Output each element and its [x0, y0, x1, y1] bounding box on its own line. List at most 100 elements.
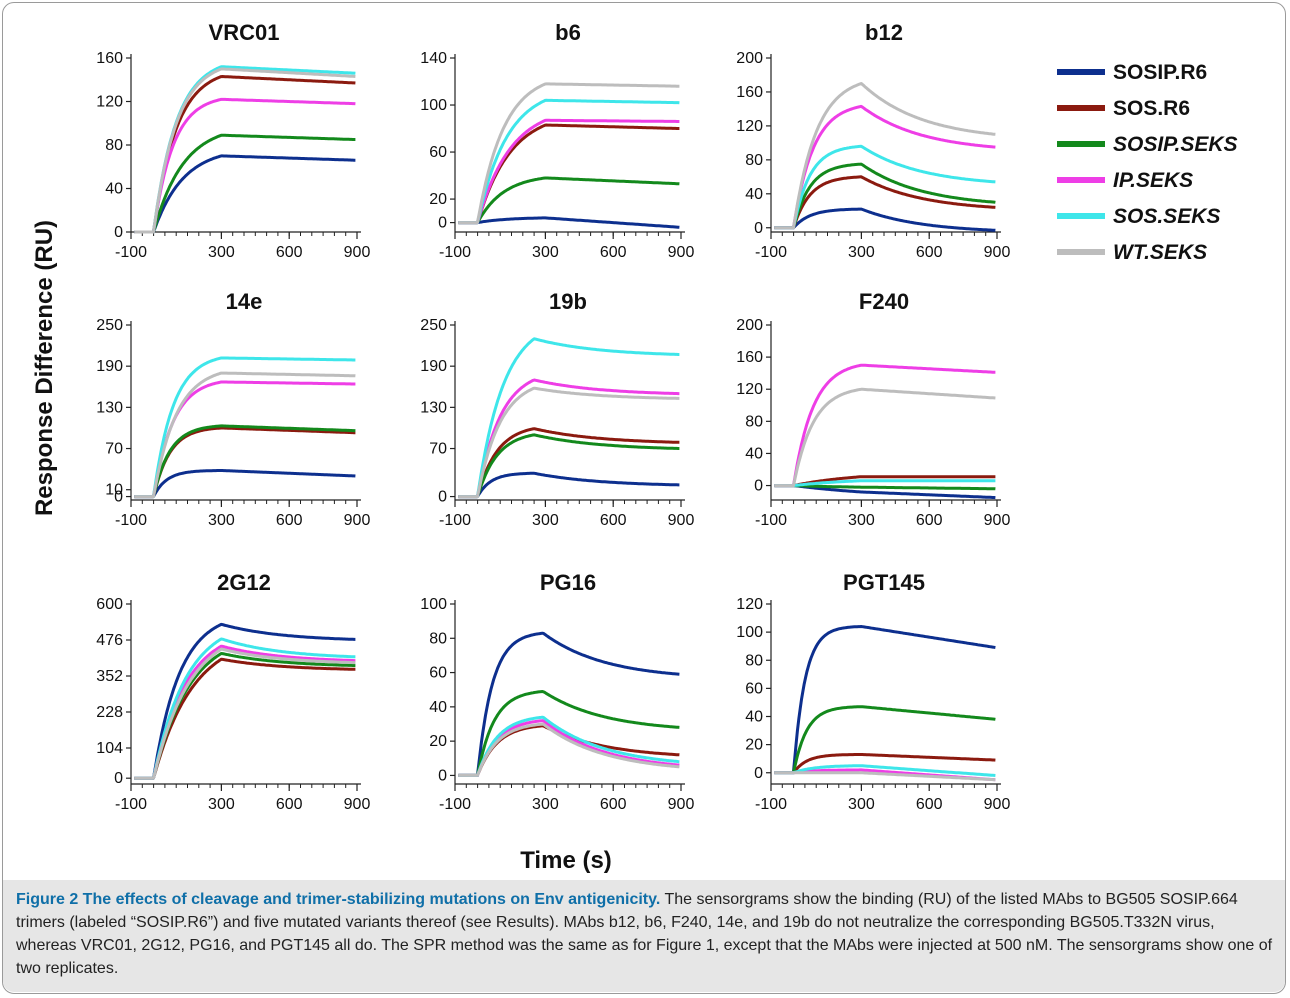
figure-caption: Figure 2 The effects of cleavage and tri…	[16, 888, 1274, 980]
y-tick-label: 120	[96, 94, 123, 111]
x-tick-label: 600	[276, 244, 303, 261]
legend-item: SOSIP.R6	[1057, 61, 1207, 84]
series-sos-seks	[458, 337, 680, 499]
series-sosip-r6	[774, 207, 996, 232]
y-tick-label: 100	[420, 596, 447, 613]
series-wt-seks	[774, 771, 996, 782]
y-tick-label: 0	[754, 220, 763, 237]
y-tick-label: 20	[745, 737, 763, 754]
series-sos-seks	[774, 479, 996, 488]
panel-2g12: 2G12 -100 300 600 900 0 104 228 352 476 600	[96, 570, 370, 813]
caption-band	[3, 880, 1285, 992]
legend-label: SOSIP.SEKS	[1113, 133, 1238, 156]
x-tick-label: 900	[344, 512, 371, 529]
series-sosip-seks	[774, 162, 996, 230]
panel-pgt145: PGT145 -100 300 600 900 0 20 40 60 80 100 120	[736, 570, 1010, 813]
y-tick-label: 100	[736, 624, 763, 641]
y-tick-label: 0	[754, 478, 763, 495]
y-tick-label: 600	[96, 596, 123, 613]
x-tick-label: -100	[755, 244, 787, 261]
y-tick-label: 140	[420, 50, 447, 67]
series-sosip-r6	[774, 625, 996, 775]
y-tick-label: 352	[96, 668, 123, 685]
series-sos-seks	[134, 637, 356, 780]
y-tick-label: 70	[105, 441, 123, 458]
x-tick-label: 300	[532, 512, 559, 529]
x-tick-label: 600	[600, 796, 627, 813]
y-tick-label: 160	[96, 50, 123, 67]
legend-label: SOS.R6	[1113, 97, 1190, 120]
y-tick-label: 0	[754, 765, 763, 782]
series-sosip-seks	[458, 433, 680, 499]
legend-item: WT.SEKS	[1057, 241, 1207, 264]
x-tick-label: 300	[208, 512, 235, 529]
x-tick-label: 600	[916, 796, 943, 813]
y-tick-label: 200	[736, 50, 763, 67]
y-tick-label: 190	[96, 358, 123, 375]
x-axis-label: Time (s)	[520, 847, 612, 874]
y-tick-label: 120	[736, 381, 763, 398]
panel-title: 19b	[549, 289, 587, 314]
series-ip-seks	[774, 363, 996, 488]
y-tick-label: 130	[96, 399, 123, 416]
panel-title: F240	[859, 289, 909, 314]
legend-item: IP.SEKS	[1057, 169, 1193, 192]
series-sosip-r6	[774, 484, 996, 500]
panel-b6: b6 -100 300 600 900 0 20 60 100 140	[420, 20, 694, 261]
panel-title: 2G12	[217, 570, 271, 595]
y-tick-label: 10	[105, 482, 123, 499]
y-tick-label: 70	[429, 441, 447, 458]
series-sosip-seks	[134, 652, 356, 780]
series-sosip-seks	[458, 690, 680, 777]
y-tick-label: 190	[420, 358, 447, 375]
series-sosip-r6	[458, 471, 680, 499]
x-tick-label: 900	[668, 244, 695, 261]
y-tick-label: 0	[438, 489, 447, 506]
series-sosip-seks	[134, 133, 356, 234]
series-wt-seks	[134, 371, 356, 499]
y-tick-label: 160	[736, 84, 763, 101]
x-tick-label: 600	[600, 244, 627, 261]
legend: SOSIP.R6 SOS.R6 SOSIP.SEKS IP.SEKS SOS.SEKS W…	[1057, 61, 1238, 264]
series-sosip-seks	[774, 705, 996, 775]
series-sos-seks	[458, 98, 680, 225]
series-wt-seks	[134, 647, 356, 780]
x-tick-label: 300	[208, 244, 235, 261]
x-tick-label: 900	[984, 796, 1011, 813]
series-sosip-r6	[134, 622, 356, 780]
series-sos-seks	[774, 764, 996, 777]
series-sos-r6	[134, 657, 356, 780]
series-wt-seks	[774, 387, 996, 488]
panel-title: b6	[555, 20, 581, 45]
panel-pg16: PG16 -100 300 600 900 0 20 40 60 80 100	[420, 570, 694, 813]
series-sosip-r6	[458, 216, 680, 229]
y-tick-label: 200	[736, 317, 763, 334]
y-tick-label: 0	[438, 767, 447, 784]
x-tick-label: 600	[276, 512, 303, 529]
panel-19b: 19b -100 300 600 900 0 70 130 190 250	[420, 289, 694, 529]
series-wt-seks	[134, 67, 356, 234]
x-tick-label: 300	[532, 796, 559, 813]
y-tick-label: 0	[114, 770, 123, 787]
x-tick-label: 900	[344, 796, 371, 813]
panel-title: PGT145	[843, 570, 925, 595]
y-tick-label: 80	[105, 137, 123, 154]
y-tick-label: 0	[114, 224, 123, 241]
y-tick-label: 120	[736, 118, 763, 135]
series-sosip-seks	[774, 484, 996, 491]
y-tick-label: 250	[96, 317, 123, 334]
series-sos-r6	[774, 175, 996, 230]
y-tick-label: 60	[429, 144, 447, 161]
y-tick-label: 0	[114, 489, 123, 506]
x-tick-label: -100	[755, 796, 787, 813]
y-tick-label: 80	[745, 652, 763, 669]
series-sosip-r6	[134, 154, 356, 234]
series-ip-seks	[458, 118, 680, 225]
series-sos-seks	[458, 715, 680, 777]
y-tick-label: 104	[96, 740, 123, 757]
y-tick-label: 60	[429, 665, 447, 682]
x-tick-label: 900	[344, 244, 371, 261]
y-axis-label: Response Difference (RU)	[31, 220, 58, 516]
x-tick-label: 300	[532, 244, 559, 261]
